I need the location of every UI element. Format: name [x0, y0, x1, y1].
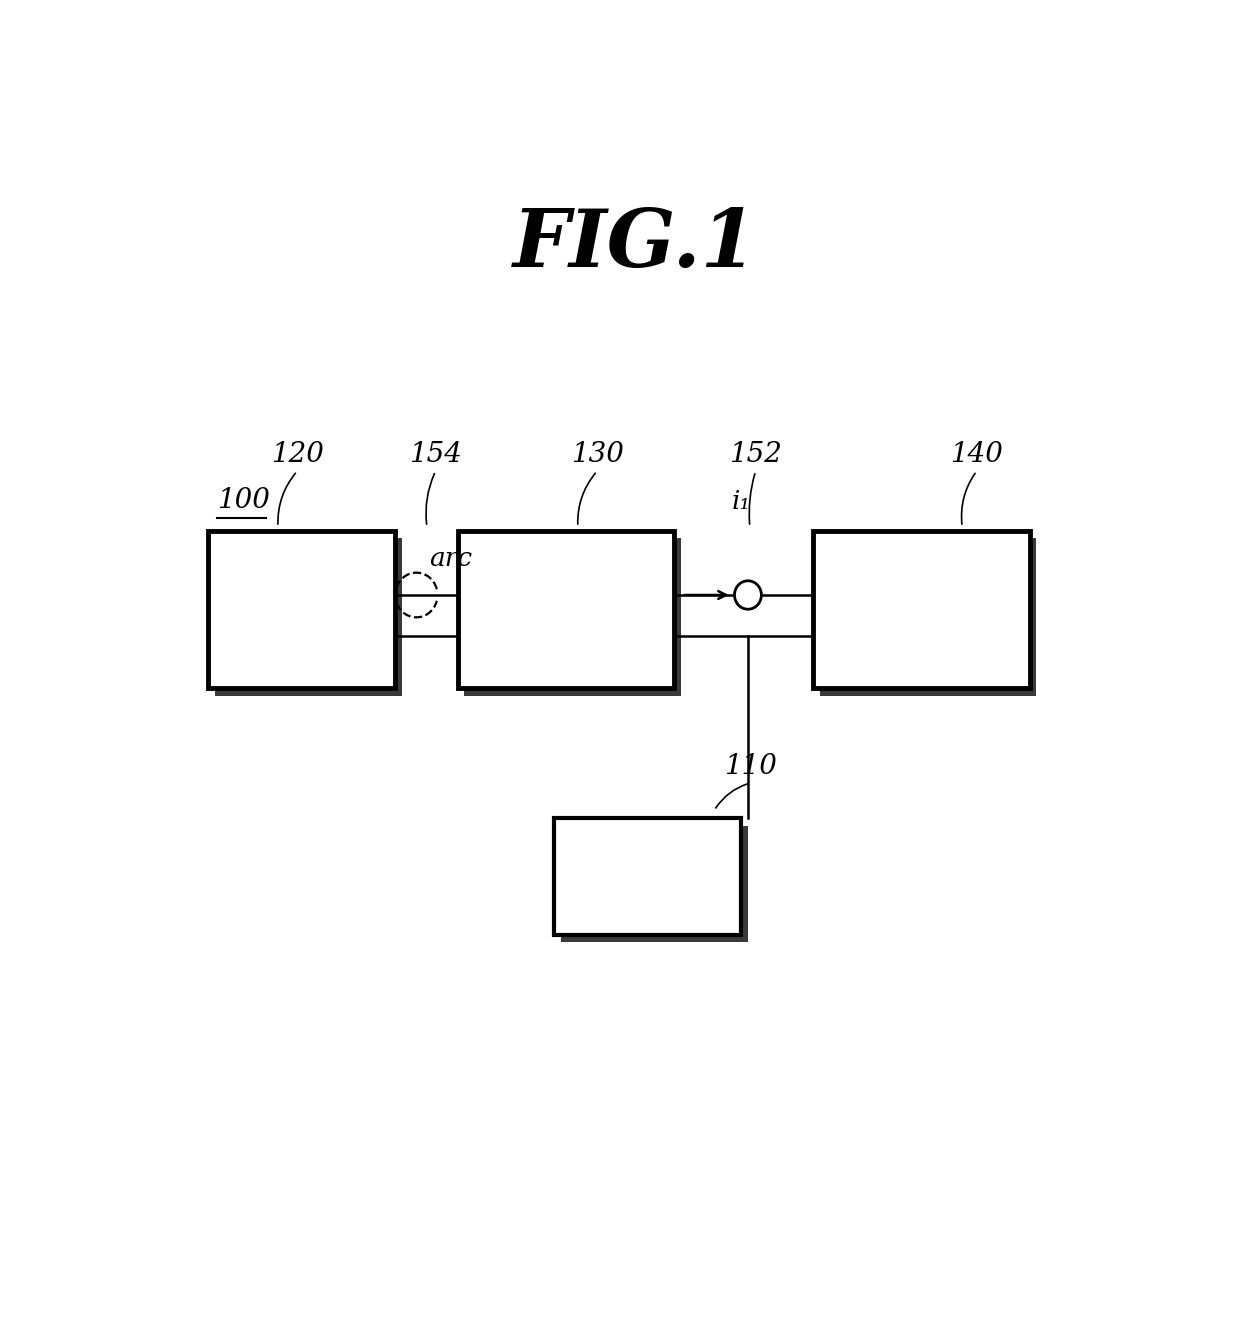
Bar — [208, 532, 396, 689]
Bar — [458, 532, 675, 689]
Bar — [560, 826, 748, 942]
Text: arc: arc — [429, 546, 472, 571]
Text: 152: 152 — [729, 441, 782, 468]
Text: 120: 120 — [270, 441, 324, 468]
Bar — [465, 538, 681, 695]
Text: i₁: i₁ — [732, 489, 750, 513]
Text: 154: 154 — [409, 441, 463, 468]
Text: 100: 100 — [217, 487, 270, 513]
Bar — [215, 538, 402, 695]
Bar — [554, 818, 742, 935]
Text: 140: 140 — [950, 441, 1003, 468]
Bar — [820, 538, 1037, 695]
Text: FIG.1: FIG.1 — [513, 206, 758, 284]
Circle shape — [734, 580, 761, 609]
Bar — [813, 532, 1029, 689]
Text: 110: 110 — [724, 753, 777, 780]
Text: 130: 130 — [570, 441, 624, 468]
